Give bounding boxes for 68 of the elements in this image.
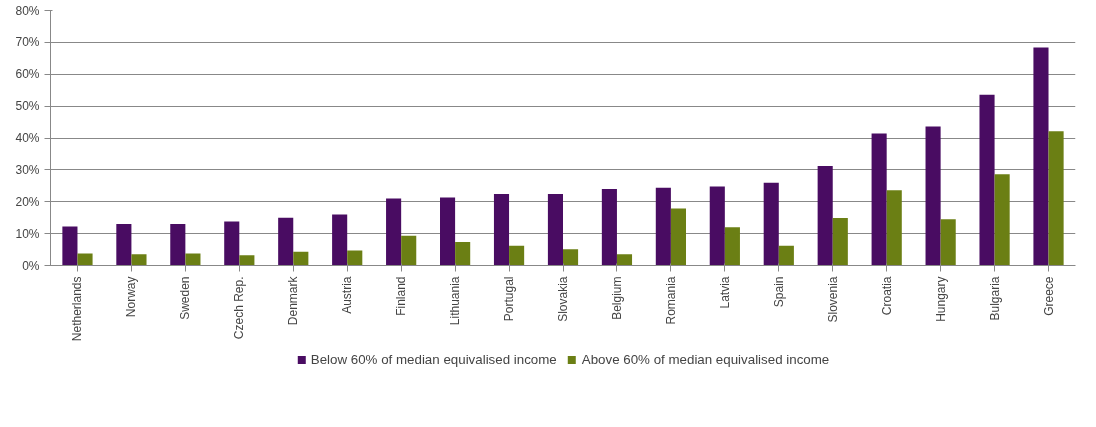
y-tick-label: 40% [15, 131, 40, 145]
bar [455, 241, 471, 266]
legend-label: Above 60% of median equivalised income [581, 351, 830, 367]
x-tick-label: Norway [124, 276, 139, 318]
bar [563, 249, 579, 266]
bar [655, 187, 671, 266]
bar [347, 250, 363, 266]
bar [440, 197, 456, 266]
bar [1033, 47, 1049, 266]
y-tick-label: 50% [15, 99, 40, 114]
bar [817, 166, 833, 266]
bar [116, 224, 132, 266]
x-tick-label: Finland [394, 276, 409, 316]
bar [278, 217, 294, 266]
bar [601, 189, 617, 266]
x-tick-label: Austria [340, 276, 355, 314]
bar [670, 208, 686, 266]
x-tick-label: Bulgaria [987, 276, 1002, 321]
x-tick-label: Croatia [879, 276, 894, 316]
bar [1048, 131, 1064, 266]
bar [709, 186, 725, 266]
bar [239, 255, 255, 266]
bar [401, 235, 417, 266]
bar [332, 214, 348, 266]
x-tick-label: Hungary [933, 276, 948, 322]
bar [871, 133, 887, 266]
bar [994, 174, 1010, 266]
bar [62, 226, 78, 266]
bar [724, 227, 740, 266]
bar [925, 126, 941, 266]
x-tick-label: Greece [1041, 276, 1056, 316]
bar [979, 94, 995, 266]
y-tick-label: 80% [15, 3, 40, 18]
bar [170, 224, 186, 266]
bar [293, 251, 309, 266]
bar [547, 194, 563, 266]
bar [185, 253, 201, 266]
x-tick-label: Slovakia [556, 276, 570, 322]
bar [77, 253, 93, 266]
x-tick-label: Romania [663, 276, 678, 325]
bar [224, 221, 240, 266]
x-tick-label: Denmark [286, 275, 301, 326]
x-tick-label: Belgium [609, 276, 624, 320]
bar [386, 198, 402, 266]
bar [940, 219, 956, 266]
x-tick-label: Spain [771, 276, 786, 308]
bar [131, 254, 147, 266]
x-tick-label: Slovenia [825, 276, 840, 323]
bar [778, 245, 794, 266]
x-tick-label: Netherlands [70, 276, 85, 342]
bar [616, 254, 633, 266]
y-tick-label: 70% [15, 35, 40, 50]
legend-label: Below 60% of median equivalised income [310, 351, 557, 367]
y-tick-label: 60% [15, 67, 40, 82]
x-tick-label: Portugal [502, 276, 517, 322]
bar [832, 218, 848, 266]
x-tick-label: Czech Rep. [232, 276, 247, 340]
bar [493, 194, 510, 266]
x-tick-label: Latvia [717, 276, 732, 309]
y-tick-label: 10% [15, 226, 40, 241]
bar [509, 245, 525, 266]
bar [763, 182, 779, 266]
bar [886, 190, 902, 266]
y-tick-label: 20% [15, 194, 40, 209]
y-tick-label: 30% [15, 162, 40, 177]
y-tick-label: 0% [22, 258, 40, 273]
x-tick-label: Lithuania [448, 276, 463, 326]
x-tick-label: Sweden [178, 276, 193, 320]
